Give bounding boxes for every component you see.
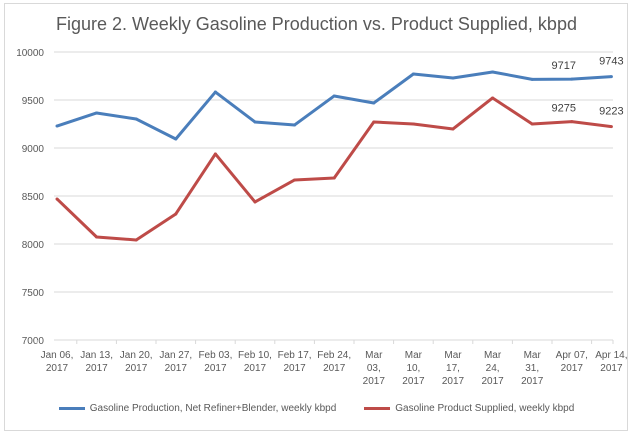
data-point <box>570 77 574 81</box>
data-point <box>213 90 217 94</box>
data-point <box>293 123 297 127</box>
x-tick-label: Apr 07, 2017 <box>556 350 588 374</box>
data-label: 9717 <box>552 60 576 72</box>
data-point <box>174 137 178 141</box>
data-point <box>174 212 178 216</box>
data-point <box>95 235 99 239</box>
x-tick-label: Mar 03, 2017 <box>363 350 386 387</box>
x-tick-label: Jan 06, 2017 <box>41 350 74 374</box>
data-point <box>332 176 336 180</box>
legend-item-supplied: Gasoline Product Supplied, weekly kbpd <box>364 403 574 414</box>
x-tick-label: Apr 14, 2017 <box>595 350 627 374</box>
data-label: 9275 <box>552 103 576 115</box>
x-tick-label: Jan 13, 2017 <box>80 350 113 374</box>
data-point <box>451 76 455 80</box>
data-point <box>609 125 613 129</box>
data-point <box>253 120 257 124</box>
x-tick-label: Mar 17, 2017 <box>442 350 465 387</box>
data-point <box>570 120 574 124</box>
y-tick-label: 9500 <box>22 96 45 107</box>
data-point <box>134 238 138 242</box>
legend-item-production: Gasoline Production, Net Refiner+Blender… <box>58 403 337 414</box>
data-label: 9223 <box>599 106 623 118</box>
data-label: 9743 <box>599 56 623 68</box>
legend: Gasoline Production, Net Refiner+Blender… <box>0 403 633 414</box>
x-tick-label: Mar 31, 2017 <box>521 350 544 387</box>
legend-swatch <box>58 407 85 410</box>
data-point <box>530 122 534 126</box>
y-tick-label: 10000 <box>16 48 44 59</box>
chart-frame <box>4 3 628 431</box>
y-tick-label: 9000 <box>22 144 45 155</box>
series-line-1 <box>55 96 612 242</box>
legend-swatch <box>364 407 391 410</box>
data-point <box>332 94 336 98</box>
data-point <box>609 75 613 79</box>
y-tick-label: 7000 <box>22 336 45 347</box>
x-tick-label: Feb 24, 2017 <box>317 350 351 374</box>
y-tick-label: 7500 <box>22 288 45 299</box>
data-point <box>491 70 495 74</box>
y-tick-label: 8000 <box>22 240 45 251</box>
x-tick-label: Feb 17, 2017 <box>278 350 312 374</box>
legend-label: Gasoline Production, Net Refiner+Blender… <box>89 403 337 414</box>
x-tick-label: Mar 10, 2017 <box>402 350 425 387</box>
data-point <box>451 127 455 131</box>
data-point <box>55 124 59 128</box>
data-point <box>253 200 257 204</box>
x-tick-label: Feb 10, 2017 <box>238 350 272 374</box>
data-point <box>213 152 217 156</box>
data-point <box>530 77 534 81</box>
x-tick-label: Jan 20, 2017 <box>120 350 153 374</box>
legend-label: Gasoline Product Supplied, weekly kbpd <box>395 403 575 414</box>
data-point <box>491 96 495 100</box>
x-tick-label: Mar 24, 2017 <box>481 350 504 387</box>
data-point <box>95 111 99 115</box>
y-tick-label: 8500 <box>22 192 45 203</box>
data-point <box>55 197 59 201</box>
data-point <box>134 117 138 121</box>
data-point <box>372 120 376 124</box>
series-line-0 <box>56 70 612 141</box>
x-tick-label: Feb 03, 2017 <box>198 350 232 374</box>
chart-title: Figure 2. Weekly Gasoline Production vs.… <box>56 14 577 34</box>
data-point <box>293 178 297 182</box>
data-point <box>411 122 415 126</box>
data-point <box>411 72 415 76</box>
x-tick-label: Jan 27, 2017 <box>159 350 192 374</box>
data-point <box>372 101 376 105</box>
